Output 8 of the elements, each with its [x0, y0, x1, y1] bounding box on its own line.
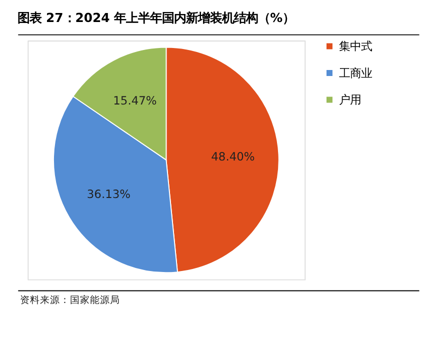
legend-label: 户用: [339, 92, 362, 107]
text: 资料来源：国家能源局: [20, 294, 120, 306]
chart-title: 图表 27：2024 年上半年国内新增装机结构（%）: [18, 10, 295, 25]
data-label: 48.40%: [211, 149, 255, 164]
data-label: 36.13%: [86, 186, 131, 201]
legend-label: 集中式: [339, 39, 372, 54]
data-label: 15.47%: [113, 94, 157, 108]
legend-label: 工商业: [339, 66, 372, 80]
